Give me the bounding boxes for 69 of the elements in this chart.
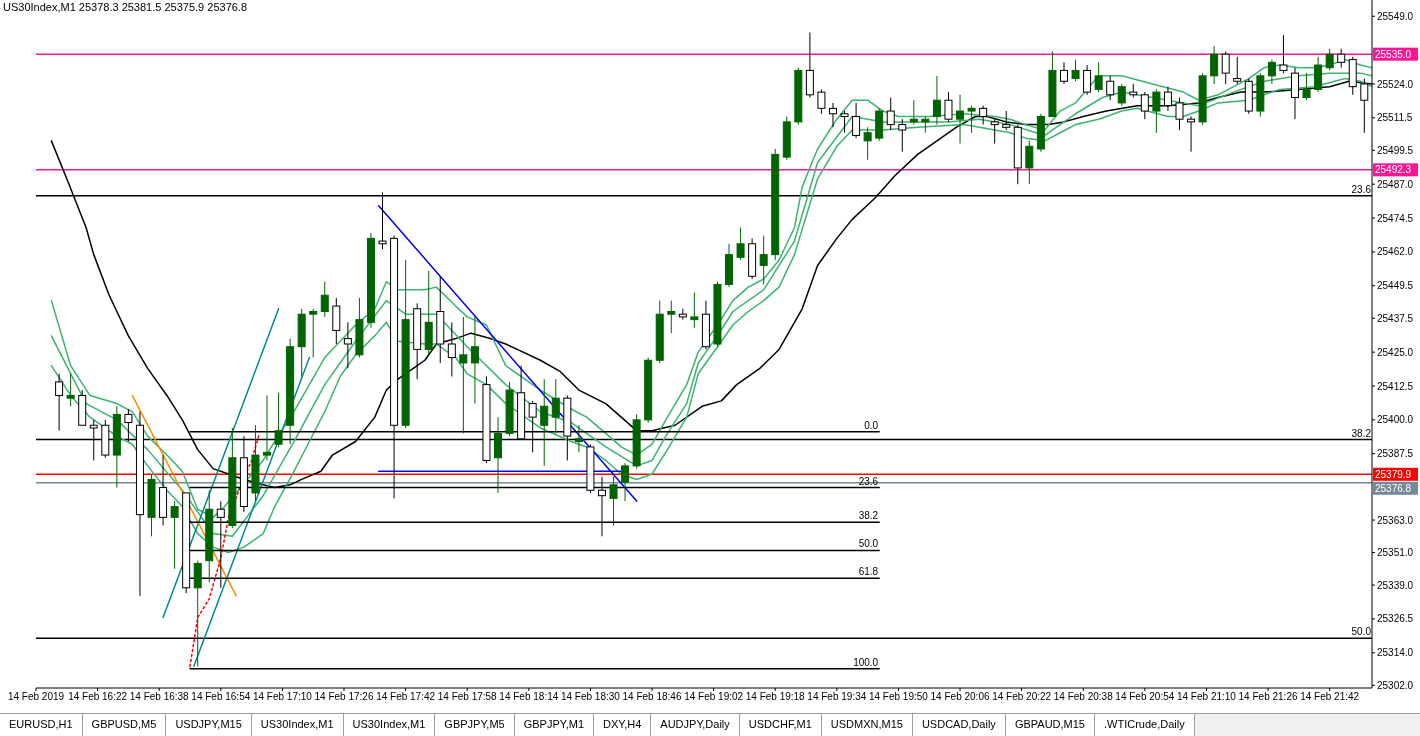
annotation: 38.2	[858, 510, 879, 522]
x-tick-label: 14 Feb 19:34	[807, 691, 867, 703]
x-tick-label: 14 Feb 19:02	[684, 691, 744, 703]
y-tick-label: 25302.0	[1377, 679, 1414, 691]
annotation: 0.0	[864, 419, 879, 431]
y-tick-label: 25387.5	[1377, 448, 1414, 460]
x-tick-label: 14 Feb 21:10	[1176, 691, 1237, 703]
x-tick-label: 14 Feb 18:46	[622, 691, 682, 703]
y-tick-label: 25314.0	[1377, 647, 1414, 659]
x-tick-label: 14 Feb 20:22	[992, 691, 1052, 703]
x-tick-label: 14 Feb 18:14	[499, 691, 559, 703]
y-tick-label: 25400.0	[1377, 414, 1414, 426]
y-tick-label: 25474.5	[1377, 212, 1414, 224]
x-tick-label: 14 Feb 19:50	[868, 691, 929, 703]
text: .WTICrude,Daily	[1094, 714, 1195, 736]
annotation: 38.2	[1351, 427, 1372, 439]
y-tick-label: 25363.0	[1377, 514, 1414, 526]
text: GBPAUD,M15	[1005, 714, 1095, 736]
x-tick-label: 14 Feb 16:54	[191, 691, 251, 703]
y-tick-label: 25499.5	[1377, 144, 1414, 156]
text: US30Index,M1	[343, 714, 436, 736]
x-tick-label: 14 Feb 2019	[7, 691, 65, 703]
x-tick-label: 14 Feb 21:26	[1238, 691, 1298, 703]
x-tick-label: 14 Feb 21:42	[1300, 691, 1360, 703]
y-tick-label: 25487.0	[1377, 178, 1414, 190]
ref-line-label: 25492.3	[1375, 164, 1412, 176]
ref-line-label: 25535.0	[1375, 48, 1412, 60]
y-tick-label: 25326.5	[1377, 613, 1414, 625]
chart-title: US30Index,M1 25378.3 25381.5 25375.9 25376.8	[3, 1, 248, 14]
y-tick-label: 25549.0	[1377, 10, 1414, 22]
x-tick-label: 14 Feb 20:06	[930, 691, 990, 703]
annotation: 50.0	[1351, 626, 1372, 638]
annotation: 100.0	[853, 656, 879, 668]
y-tick-label: 25449.5	[1377, 280, 1414, 292]
x-tick-label: 14 Feb 18:30	[560, 691, 621, 703]
text: GBPJPY,M1	[514, 714, 594, 736]
text: EURUSD,H1	[0, 714, 83, 736]
y-tick-label: 25437.5	[1377, 312, 1414, 324]
y-tick-label: 25351.0	[1377, 547, 1414, 559]
annotation: 61.8	[858, 566, 879, 578]
text: US30Index,M1	[251, 714, 344, 736]
x-tick-label: 14 Feb 20:54	[1115, 691, 1175, 703]
annotation: 23.6	[1351, 183, 1372, 195]
x-tick-label: 14 Feb 17:42	[376, 691, 436, 703]
text: USDMXN,M15	[821, 714, 913, 736]
x-tick-label: 14 Feb 16:22	[68, 691, 128, 703]
x-tick-label: 14 Feb 20:38	[1053, 691, 1114, 703]
y-tick-label: 25339.0	[1377, 579, 1414, 591]
x-tick-label: 14 Feb 16:38	[129, 691, 190, 703]
annotation: 23.6	[858, 475, 879, 487]
y-tick-label: 25412.5	[1377, 380, 1414, 392]
x-tick-label: 14 Feb 17:58	[437, 691, 498, 703]
text: GBPUSD,M5	[82, 714, 167, 736]
text: GBPJPY,M5	[435, 714, 515, 736]
y-tick-label: 25425.0	[1377, 346, 1414, 358]
ref-line-label: 25376.8	[1375, 482, 1412, 494]
text: USDCAD,Daily	[912, 714, 1006, 736]
text: AUDJPY,Daily	[651, 714, 740, 736]
y-tick-label: 25511.5	[1377, 112, 1413, 124]
annotation: 50.0	[858, 538, 879, 550]
text: USDJPY,M15	[166, 714, 252, 736]
text: USDCHF,M1	[739, 714, 822, 736]
y-tick-label: 25524.0	[1377, 78, 1414, 90]
x-tick-label: 14 Feb 19:18	[745, 691, 806, 703]
text: DXY,H4	[594, 714, 652, 736]
x-tick-label: 14 Feb 17:26	[314, 691, 374, 703]
y-tick-label: 25462.0	[1377, 246, 1414, 258]
ref-line-label: 25379.9	[1375, 468, 1412, 480]
x-tick-label: 14 Feb 17:10	[252, 691, 313, 703]
